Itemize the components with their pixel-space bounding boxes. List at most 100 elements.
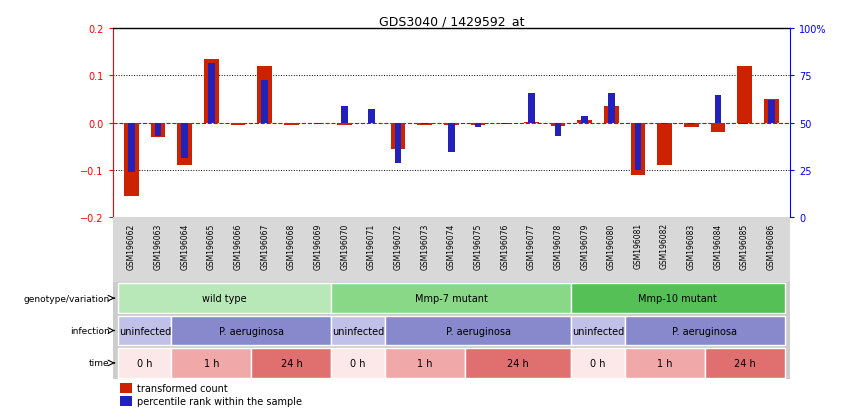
Bar — [234, 123, 241, 124]
Text: GSM196079: GSM196079 — [580, 223, 589, 269]
Bar — [284, 123, 299, 126]
Text: uninfected: uninfected — [572, 326, 624, 336]
Text: GSM196064: GSM196064 — [181, 223, 189, 269]
Bar — [764, 100, 779, 123]
Text: P. aeruginosa: P. aeruginosa — [672, 326, 737, 336]
Bar — [657, 123, 672, 166]
Text: GSM196066: GSM196066 — [233, 223, 243, 269]
Text: uninfected: uninfected — [332, 326, 385, 336]
Bar — [582, 117, 588, 123]
Text: GSM196085: GSM196085 — [740, 223, 749, 269]
Bar — [555, 123, 562, 136]
Bar — [661, 123, 668, 125]
Bar — [128, 123, 135, 173]
Bar — [418, 123, 432, 126]
Bar — [464, 348, 571, 378]
Bar — [208, 64, 214, 123]
Text: GSM196084: GSM196084 — [713, 223, 722, 269]
Text: GSM196070: GSM196070 — [340, 223, 349, 269]
Text: 24 h: 24 h — [507, 358, 529, 368]
Bar — [550, 123, 565, 127]
Text: GSM196062: GSM196062 — [127, 223, 136, 269]
Text: 1 h: 1 h — [204, 358, 220, 368]
Bar — [172, 316, 332, 346]
Bar — [741, 123, 748, 125]
Text: GSM196068: GSM196068 — [287, 223, 296, 269]
Text: GSM196072: GSM196072 — [393, 223, 403, 269]
Bar — [608, 93, 615, 123]
Bar — [705, 348, 785, 378]
Bar — [571, 316, 625, 346]
Text: P. aeruginosa: P. aeruginosa — [219, 326, 284, 336]
Bar — [571, 283, 785, 313]
Bar — [444, 123, 458, 126]
Text: percentile rank within the sample: percentile rank within the sample — [136, 396, 301, 406]
Text: transformed count: transformed count — [136, 383, 227, 393]
Bar — [475, 123, 482, 128]
Text: 24 h: 24 h — [733, 358, 755, 368]
Bar — [341, 107, 348, 123]
Bar — [385, 348, 464, 378]
Bar — [120, 396, 132, 406]
Text: GSM196071: GSM196071 — [367, 223, 376, 269]
Text: GSM196063: GSM196063 — [154, 223, 162, 269]
Bar — [768, 101, 774, 123]
Bar — [151, 123, 166, 138]
Text: GSM196080: GSM196080 — [607, 223, 615, 269]
Text: GSM196086: GSM196086 — [766, 223, 776, 269]
Title: GDS3040 / 1429592_at: GDS3040 / 1429592_at — [378, 15, 524, 28]
Bar — [688, 123, 694, 125]
Text: 0 h: 0 h — [137, 358, 153, 368]
Bar — [385, 316, 571, 346]
Text: 24 h: 24 h — [280, 358, 302, 368]
Bar — [315, 123, 321, 125]
Text: GSM196078: GSM196078 — [554, 223, 562, 269]
Bar — [231, 123, 246, 126]
Text: GSM196074: GSM196074 — [447, 223, 456, 269]
Text: GSM196067: GSM196067 — [260, 223, 269, 269]
Bar — [118, 348, 172, 378]
Bar — [737, 66, 752, 123]
Text: genotype/variation: genotype/variation — [23, 294, 109, 303]
Text: 1 h: 1 h — [417, 358, 432, 368]
Text: 0 h: 0 h — [590, 358, 606, 368]
Text: GSM196077: GSM196077 — [527, 223, 536, 269]
Bar — [391, 123, 405, 149]
Bar — [118, 316, 172, 346]
Text: Mmp-7 mutant: Mmp-7 mutant — [415, 293, 488, 304]
Text: GSM196069: GSM196069 — [313, 223, 323, 269]
Text: 0 h: 0 h — [351, 358, 365, 368]
Bar — [421, 123, 428, 125]
Bar — [528, 93, 535, 123]
Bar — [332, 348, 385, 378]
Bar — [177, 123, 192, 166]
Bar — [625, 348, 705, 378]
Text: 1 h: 1 h — [657, 358, 673, 368]
Bar — [120, 383, 132, 394]
Bar — [118, 283, 332, 313]
Bar — [332, 283, 571, 313]
Text: infection: infection — [69, 326, 109, 335]
Bar — [395, 123, 401, 163]
Bar — [368, 110, 375, 123]
Text: GSM196076: GSM196076 — [500, 223, 510, 269]
Text: time: time — [89, 358, 109, 368]
Text: GSM196073: GSM196073 — [420, 223, 429, 269]
Bar — [288, 123, 295, 124]
Bar — [711, 123, 726, 133]
Text: GSM196082: GSM196082 — [660, 223, 669, 269]
Bar — [635, 123, 641, 171]
Text: GSM196081: GSM196081 — [634, 223, 642, 269]
Bar — [571, 348, 625, 378]
Bar — [524, 122, 539, 123]
Bar — [172, 348, 252, 378]
Bar — [448, 123, 455, 152]
Bar — [625, 316, 785, 346]
Bar — [252, 348, 332, 378]
Bar — [124, 123, 139, 196]
Text: uninfected: uninfected — [119, 326, 171, 336]
Bar — [258, 66, 272, 123]
Bar — [577, 121, 592, 123]
Text: wild type: wild type — [202, 293, 247, 304]
Bar — [338, 123, 352, 126]
